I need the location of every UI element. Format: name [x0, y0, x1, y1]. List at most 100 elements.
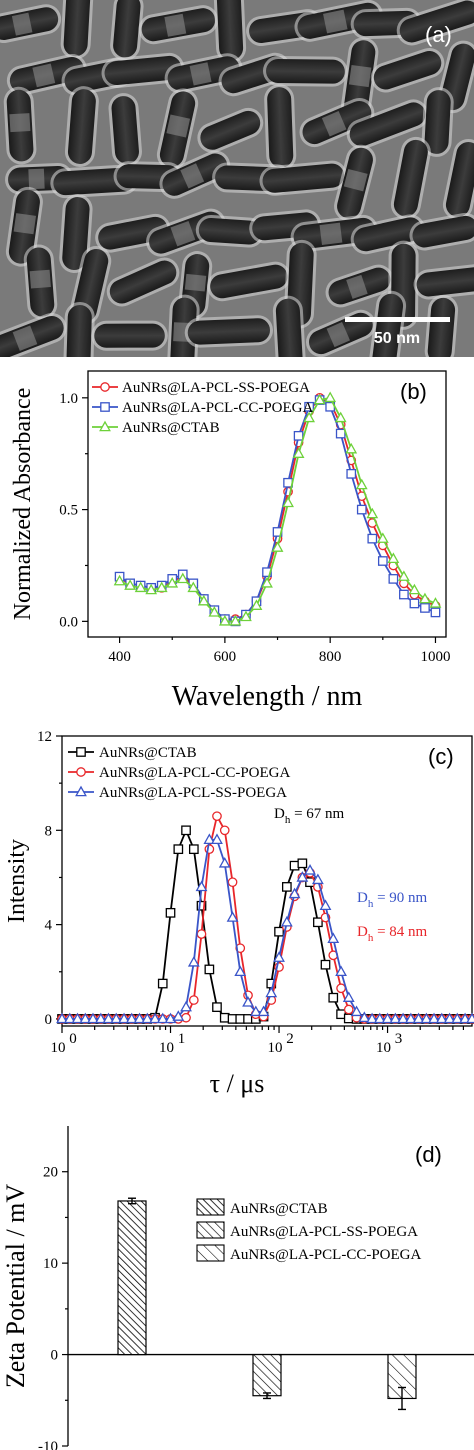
data-point [261, 577, 273, 588]
data-point [435, 1012, 448, 1024]
data-point [188, 995, 199, 1005]
nanorod-band [321, 110, 347, 137]
panel-d-label: (d) [415, 1142, 442, 1167]
nanorod [264, 84, 297, 171]
data-point [212, 1002, 222, 1012]
data-point [149, 1012, 161, 1024]
data-point [346, 468, 357, 479]
data-point [420, 1012, 433, 1024]
legend-marker [76, 747, 86, 757]
y-axis-label: Zeta Potential / mV [1, 1184, 30, 1389]
scale-bar-label: 50 nm [374, 330, 420, 347]
nanorod-body [371, 293, 404, 357]
nanorod-band [326, 322, 351, 348]
data-point [157, 978, 168, 989]
data-point [218, 615, 231, 626]
data-point [404, 1012, 417, 1024]
y-tick-label: 0.0 [59, 614, 78, 630]
y-tick-label: 20 [43, 1165, 58, 1181]
nanorod-band [346, 274, 368, 299]
nanorod [23, 244, 58, 320]
data-point [327, 932, 340, 944]
data-point [113, 574, 126, 586]
data-point [430, 607, 441, 618]
zeta-chart: -10 0 10 20 AuNRs@CTAB AuNRs@LA-PCL-SS-POEGA… [1, 1126, 474, 1450]
data-point [234, 965, 247, 977]
legend-marker [100, 402, 110, 412]
panel-c-label: (c) [428, 744, 454, 769]
data-point [281, 882, 292, 892]
data-point [342, 991, 355, 1002]
annotation-symbol: D [357, 890, 368, 906]
data-point [211, 833, 223, 844]
x-tick-label: 10 [159, 1040, 174, 1056]
nanorod [108, 93, 142, 167]
nanorod-body [109, 260, 177, 304]
data-point [141, 1012, 154, 1024]
x-tick-label: 10 [51, 1040, 66, 1056]
nanorod-body [113, 0, 141, 58]
y-axis-label: Intensity [4, 839, 30, 923]
zeta-chart-panel: -10 0 10 20 AuNRs@CTAB AuNRs@LA-PCL-SS-POEGA… [0, 1110, 474, 1450]
nanorod-body [200, 110, 261, 150]
data-point [188, 844, 199, 855]
data-point [196, 900, 207, 911]
nanorod-body [445, 141, 474, 217]
data-point [195, 880, 208, 892]
nanorod-body [275, 298, 303, 357]
data-point [172, 1010, 185, 1021]
nanorod [101, 52, 185, 89]
series-line [62, 813, 472, 1020]
annotation-value: = 84 nm [373, 924, 427, 940]
panel-a-label: (a) [425, 22, 452, 47]
nanorod [64, 86, 99, 167]
nanorod-band [164, 13, 187, 37]
tem-micrograph: 50 nm (a) [0, 0, 474, 357]
y-tick-label: 0 [45, 1012, 53, 1028]
nanorod [346, 99, 429, 150]
data-point [87, 1012, 99, 1024]
nanorod [184, 315, 273, 348]
data-point [324, 391, 337, 403]
y-tick-label: 12 [37, 729, 52, 745]
data-point [219, 1012, 230, 1023]
nanorod-body [187, 318, 270, 345]
nanorod-band [166, 114, 191, 138]
nanorods [0, 0, 474, 357]
data-point [313, 917, 323, 928]
nanorod-body [210, 264, 288, 299]
nanorod [396, 0, 474, 46]
nanorod-band [170, 221, 196, 247]
y-tick-label: 4 [45, 918, 53, 934]
nanorod [0, 312, 67, 357]
nanorod-body [412, 215, 474, 248]
data-point [429, 597, 442, 608]
data-point [366, 507, 379, 519]
nanorod [325, 264, 394, 308]
annotation-symbol: D [274, 806, 285, 822]
data-point [110, 1012, 123, 1024]
x-tick-exponent: 3 [395, 1031, 403, 1047]
nanorod [334, 144, 376, 222]
y-tick-label: 0.5 [59, 503, 78, 519]
x-tick-label: 400 [108, 649, 131, 665]
nanorod-body [427, 297, 456, 357]
data-point [249, 1005, 262, 1017]
data-point [367, 533, 378, 544]
data-point [366, 1012, 378, 1024]
data-point [265, 986, 278, 998]
nanorod [91, 320, 168, 351]
data-point [187, 956, 200, 967]
data-point [319, 899, 332, 911]
nanorod-band [180, 163, 205, 189]
nanorod [63, 301, 95, 357]
nanorod-band [13, 213, 37, 235]
absorbance-chart-panel: 400 600 800 1000 0.0 0.5 1.0 AuNRs@LA-PCL-SS-P… [0, 357, 474, 722]
plot-frame [87, 370, 447, 638]
legend-entry: AuNRs@LA-PCL-CC-POEGA [122, 400, 313, 416]
data-point [389, 1012, 402, 1024]
nanorod-body [349, 102, 426, 147]
data-point [187, 581, 200, 593]
nanorod [195, 215, 265, 248]
data-point [102, 1012, 115, 1024]
